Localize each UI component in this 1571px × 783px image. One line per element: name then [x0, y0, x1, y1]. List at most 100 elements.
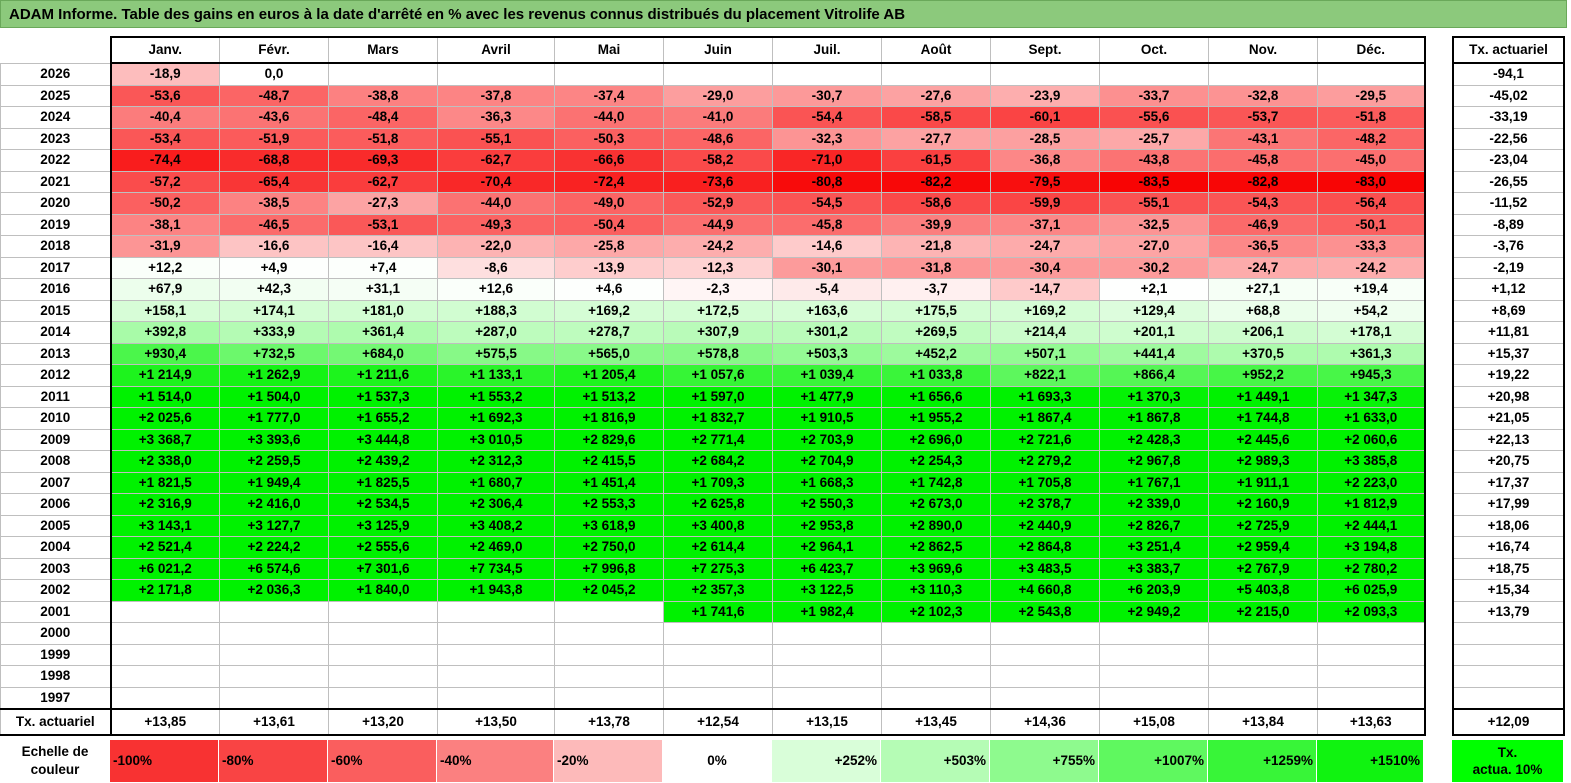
gain-cell: -50,4 [554, 213, 664, 236]
gain-cell: +169,2 [554, 299, 664, 322]
year-label: 2004 [0, 536, 111, 559]
table-row: 2026 -18,9 0,0 [0, 62, 1426, 86]
gain-cell: +2 171,8 [109, 579, 220, 602]
color-scale-swatch: -100% [110, 740, 219, 782]
color-scale-swatch: +1259% [1208, 740, 1317, 782]
gain-cell: -50,1 [1317, 213, 1426, 236]
gain-cell: +172,5 [663, 299, 773, 322]
table-row: 2001 +1 741,6 +1 982,4 +2 102,3 +2 543,8 +2 9… [0, 600, 1426, 623]
gain-cell [328, 622, 438, 645]
gain-cell [772, 686, 882, 710]
gain-cell: +1 680,7 [437, 471, 555, 494]
gain-cell: -33,3 [1317, 235, 1426, 258]
table-row: 2003 +6 021,2 +6 574,6 +7 301,6 +7 734,5 +7 9… [0, 557, 1426, 580]
gain-cell: -30,7 [772, 84, 882, 107]
gain-cell: +361,4 [328, 321, 438, 344]
gain-cell [437, 622, 555, 645]
gain-cell [219, 643, 329, 666]
gain-cell: +1 451,4 [554, 471, 664, 494]
month-header: Avril [437, 36, 555, 64]
gain-cell: -59,9 [990, 192, 1100, 215]
gain-cell: +2 989,3 [1208, 450, 1318, 473]
gain-cell: +2 696,0 [881, 428, 991, 451]
year-label: 2021 [0, 170, 111, 193]
gain-cell: -55,6 [1099, 106, 1209, 129]
table-row: 2000 [0, 622, 1426, 645]
gain-cell: +2 953,8 [772, 514, 882, 537]
gain-cell: -14,7 [990, 278, 1100, 301]
gain-cell: -5,4 [772, 278, 882, 301]
gain-cell: +2 036,3 [219, 579, 329, 602]
month-header: Sept. [990, 36, 1100, 64]
gain-cell: +2 428,3 [1099, 428, 1209, 451]
gain-cell: +1 949,4 [219, 471, 329, 494]
actuarial-rate-cell [1452, 622, 1565, 645]
gain-cell: +2 862,5 [881, 536, 991, 559]
table-row: 2020 -50,2 -38,5 -27,3 -44,0 -49,0 -52,9 -54,5-… [0, 192, 1426, 215]
gain-cell: -53,7 [1208, 106, 1318, 129]
gain-cell: -16,4 [328, 235, 438, 258]
gain-cell [990, 643, 1100, 666]
table-row: 2004 +2 521,4 +2 224,2 +2 555,6 +2 469,0 +2 7… [0, 536, 1426, 559]
actuarial-rate-cell: -94,1 [1452, 62, 1565, 86]
table-row: 2021 -57,2 -65,4 -62,7 -70,4 -72,4 -73,6 -80,8-… [0, 170, 1426, 193]
gain-cell [881, 686, 991, 710]
gain-cell: +188,3 [437, 299, 555, 322]
gain-cell: +3 143,1 [109, 514, 220, 537]
gain-cell: -52,9 [663, 192, 773, 215]
gain-cell: -54,5 [772, 192, 882, 215]
gain-cell: -51,9 [219, 127, 329, 150]
gain-cell [219, 622, 329, 645]
gain-cell: +3 010,5 [437, 428, 555, 451]
gain-cell: -57,2 [109, 170, 220, 193]
summary-cell: +13,78 [554, 708, 664, 736]
gain-cell: +307,9 [663, 321, 773, 344]
gain-cell: +1 537,3 [328, 385, 438, 408]
actuarial-rate-row: +16,74 [1452, 536, 1565, 559]
gain-cell: -24,7 [990, 235, 1100, 258]
actuarial-rate-cell: +13,79 [1452, 600, 1565, 623]
actuarial-rate-cell: +20,75 [1452, 450, 1565, 473]
actuarial-rate-row: +13,79 [1452, 600, 1565, 623]
gain-cell: +68,8 [1208, 299, 1318, 322]
gain-cell: -45,8 [1208, 149, 1318, 172]
year-label: 2009 [0, 428, 111, 451]
table-row: 1998 [0, 665, 1426, 688]
gain-cell: +7 996,8 [554, 557, 664, 580]
color-scale-swatch: -60% [328, 740, 437, 782]
gain-cell: +3 408,2 [437, 514, 555, 537]
gain-cell: -23,9 [990, 84, 1100, 107]
gain-cell: +2 254,3 [881, 450, 991, 473]
gain-cell: +1 513,2 [554, 385, 664, 408]
gain-cell: +370,5 [1208, 342, 1318, 365]
actuarial-rate-row [1452, 622, 1565, 645]
header-corner [0, 37, 112, 63]
gain-cell: -43,8 [1099, 149, 1209, 172]
gain-cell: +2 967,8 [1099, 450, 1209, 473]
actuarial-rate-row: +21,05 [1452, 407, 1565, 430]
summary-cell: +13,84 [1208, 708, 1318, 736]
gain-cell [219, 686, 329, 710]
gain-cell: +2 160,9 [1208, 493, 1318, 516]
gain-cell: +181,0 [328, 299, 438, 322]
gain-cell: -37,1 [990, 213, 1100, 236]
color-scale-actuarial: Tx. actua. 10% [1452, 740, 1563, 782]
gain-cell: -46,5 [219, 213, 329, 236]
gain-cell: +19,4 [1317, 278, 1426, 301]
gain-cell [109, 643, 220, 666]
report-title: ADAM Informe. Table des gains en euros à… [0, 0, 1567, 28]
actuarial-rate-cell: +8,69 [1452, 299, 1565, 322]
gain-cell: +3 251,4 [1099, 536, 1209, 559]
gain-cell: -72,4 [554, 170, 664, 193]
gain-cell: -61,5 [881, 149, 991, 172]
actuarial-rate-row: -2,19 [1452, 256, 1565, 279]
actuarial-rate-row: +18,75 [1452, 557, 1565, 580]
year-label: 2025 [0, 84, 111, 107]
gain-cell: +1 211,6 [328, 364, 438, 387]
year-label: 2013 [0, 342, 111, 365]
year-label: 2015 [0, 299, 111, 322]
month-header: Févr. [219, 36, 329, 64]
gain-cell: -51,8 [328, 127, 438, 150]
actuarial-rate-cell: -26,55 [1452, 170, 1565, 193]
gain-cell: +2 543,8 [990, 600, 1100, 623]
